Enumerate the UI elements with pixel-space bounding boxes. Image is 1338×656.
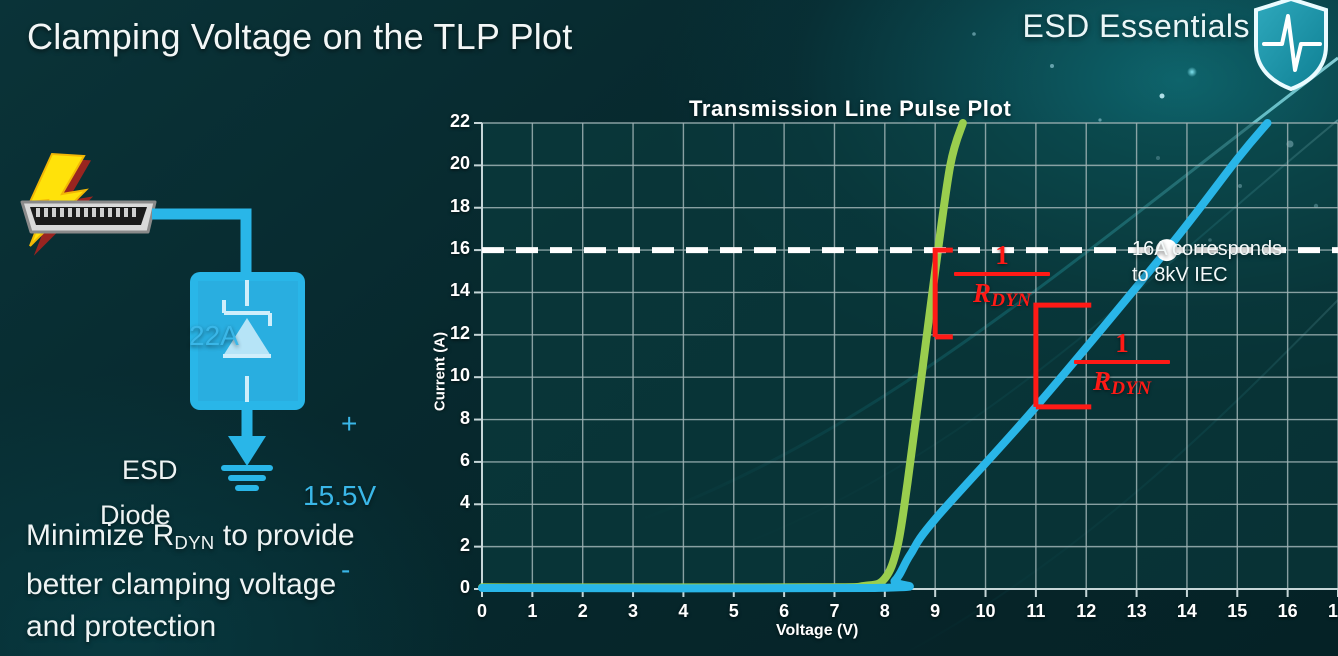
plot-background bbox=[482, 123, 1338, 589]
brand-label: ESD Essentials bbox=[1022, 8, 1250, 44]
fraction-bar-green bbox=[954, 272, 1050, 276]
slope-numerator-blue: 1 bbox=[1115, 328, 1129, 358]
slope-numerator-green: 1 bbox=[995, 240, 1009, 270]
y-tick-label: 12 bbox=[449, 322, 470, 343]
polarity-plus-label: + bbox=[341, 408, 358, 439]
clamping-point-marker bbox=[1155, 239, 1178, 262]
rdyn-sub-green: DYN bbox=[991, 289, 1031, 311]
y-tick-label: 18 bbox=[449, 195, 470, 216]
rdyn-base-blue: R bbox=[1093, 366, 1112, 396]
bottom-note-line3: and protection bbox=[26, 610, 217, 644]
y-tick-label: 22 bbox=[449, 111, 470, 131]
x-tick-label: 14 bbox=[1176, 601, 1197, 621]
x-tick-label: 3 bbox=[628, 601, 639, 621]
x-tick-label: 12 bbox=[1076, 601, 1097, 621]
rdyn-base-green: R bbox=[973, 278, 992, 308]
slope-triangle bbox=[1033, 302, 1092, 407]
bottom-note-line2: better clamping voltage bbox=[26, 568, 337, 602]
x-tick-label: 16 bbox=[1277, 601, 1298, 621]
voltage-value-label: 15.5V bbox=[303, 480, 377, 511]
x-tick-label: 2 bbox=[577, 601, 588, 621]
x-tick-label: 5 bbox=[728, 601, 739, 621]
y-tick-label: 6 bbox=[459, 449, 470, 470]
x-tick-label: 10 bbox=[975, 601, 996, 621]
diode-triangle bbox=[223, 318, 271, 356]
current-value-label: 22A bbox=[189, 320, 239, 351]
y-tick-label: 8 bbox=[459, 407, 470, 428]
chart-x-axis-label: Voltage (V) bbox=[776, 622, 859, 639]
slope-annotation-green: 1 RDYN bbox=[954, 240, 1050, 312]
y-tick-label: 16 bbox=[449, 238, 470, 259]
x-tick-label: 9 bbox=[930, 601, 941, 621]
slope-denominator-green: RDYN bbox=[954, 278, 1050, 312]
x-tick-label: 0 bbox=[476, 601, 487, 621]
clamping-callout: 16A corresponds to 8kV IEC bbox=[1132, 236, 1282, 288]
x-tick-label: 11 bbox=[1026, 601, 1046, 621]
x-tick-label: 8 bbox=[879, 601, 890, 621]
hdmi-connector-icon bbox=[20, 200, 157, 234]
x-tick-label: 6 bbox=[779, 601, 790, 621]
y-tick-label: 4 bbox=[459, 492, 470, 513]
tvs-diode-icon bbox=[222, 280, 272, 402]
bottom-note: Minimize RDYN to provide better clamping… bbox=[26, 515, 446, 648]
y-tick-label: 20 bbox=[449, 153, 470, 174]
fraction-bar-blue bbox=[1074, 360, 1170, 364]
y-tick-label: 14 bbox=[449, 280, 470, 301]
y-tick-label: 2 bbox=[459, 534, 470, 555]
callout-line2: to 8kV IEC bbox=[1132, 264, 1228, 286]
series-line bbox=[478, 119, 1272, 593]
x-tick-label: 17 bbox=[1327, 601, 1338, 621]
slope-denominator-blue: RDYN bbox=[1074, 366, 1170, 400]
shield-pulse-icon bbox=[1254, 0, 1328, 92]
slope-triangle bbox=[932, 247, 953, 337]
x-tick-label: 4 bbox=[678, 601, 689, 621]
x-tick-label: 7 bbox=[829, 601, 840, 621]
callout-line1: 16A corresponds bbox=[1132, 238, 1283, 260]
bottom-note-line1-post: to provide bbox=[214, 519, 355, 552]
x-tick-label: 15 bbox=[1227, 601, 1248, 621]
y-tick-label: 0 bbox=[459, 577, 470, 597]
page-title: Clamping Voltage on the TLP Plot bbox=[27, 16, 573, 57]
chart-plot-svg bbox=[474, 119, 1338, 597]
rdyn-sub-blue: DYN bbox=[1111, 377, 1151, 399]
x-tick-label: 13 bbox=[1126, 601, 1147, 621]
polarity-minus-label: - bbox=[341, 554, 351, 585]
slope-annotation-blue: 1 RDYN bbox=[1074, 328, 1170, 400]
chart-title: Transmission Line Pulse Plot bbox=[689, 96, 1012, 121]
tlp-chart: Transmission Line Pulse Plot Current (A)… bbox=[406, 88, 1338, 656]
x-tick-label: 1 bbox=[527, 601, 538, 621]
esd-circuit-diagram: ESD Diode 22A 15.5V + - bbox=[0, 150, 420, 585]
bottom-note-subscript: DYN bbox=[174, 532, 215, 554]
current-arrow bbox=[228, 436, 266, 466]
bottom-note-line1-pre: Minimize R bbox=[26, 519, 175, 552]
y-tick-label: 10 bbox=[449, 365, 470, 386]
esd-diode-label-line2: Diode bbox=[100, 500, 171, 530]
esd-diode-label-line1: ESD bbox=[122, 455, 178, 485]
circuit-wire bbox=[152, 208, 252, 274]
ground-symbol-icon bbox=[221, 465, 273, 491]
